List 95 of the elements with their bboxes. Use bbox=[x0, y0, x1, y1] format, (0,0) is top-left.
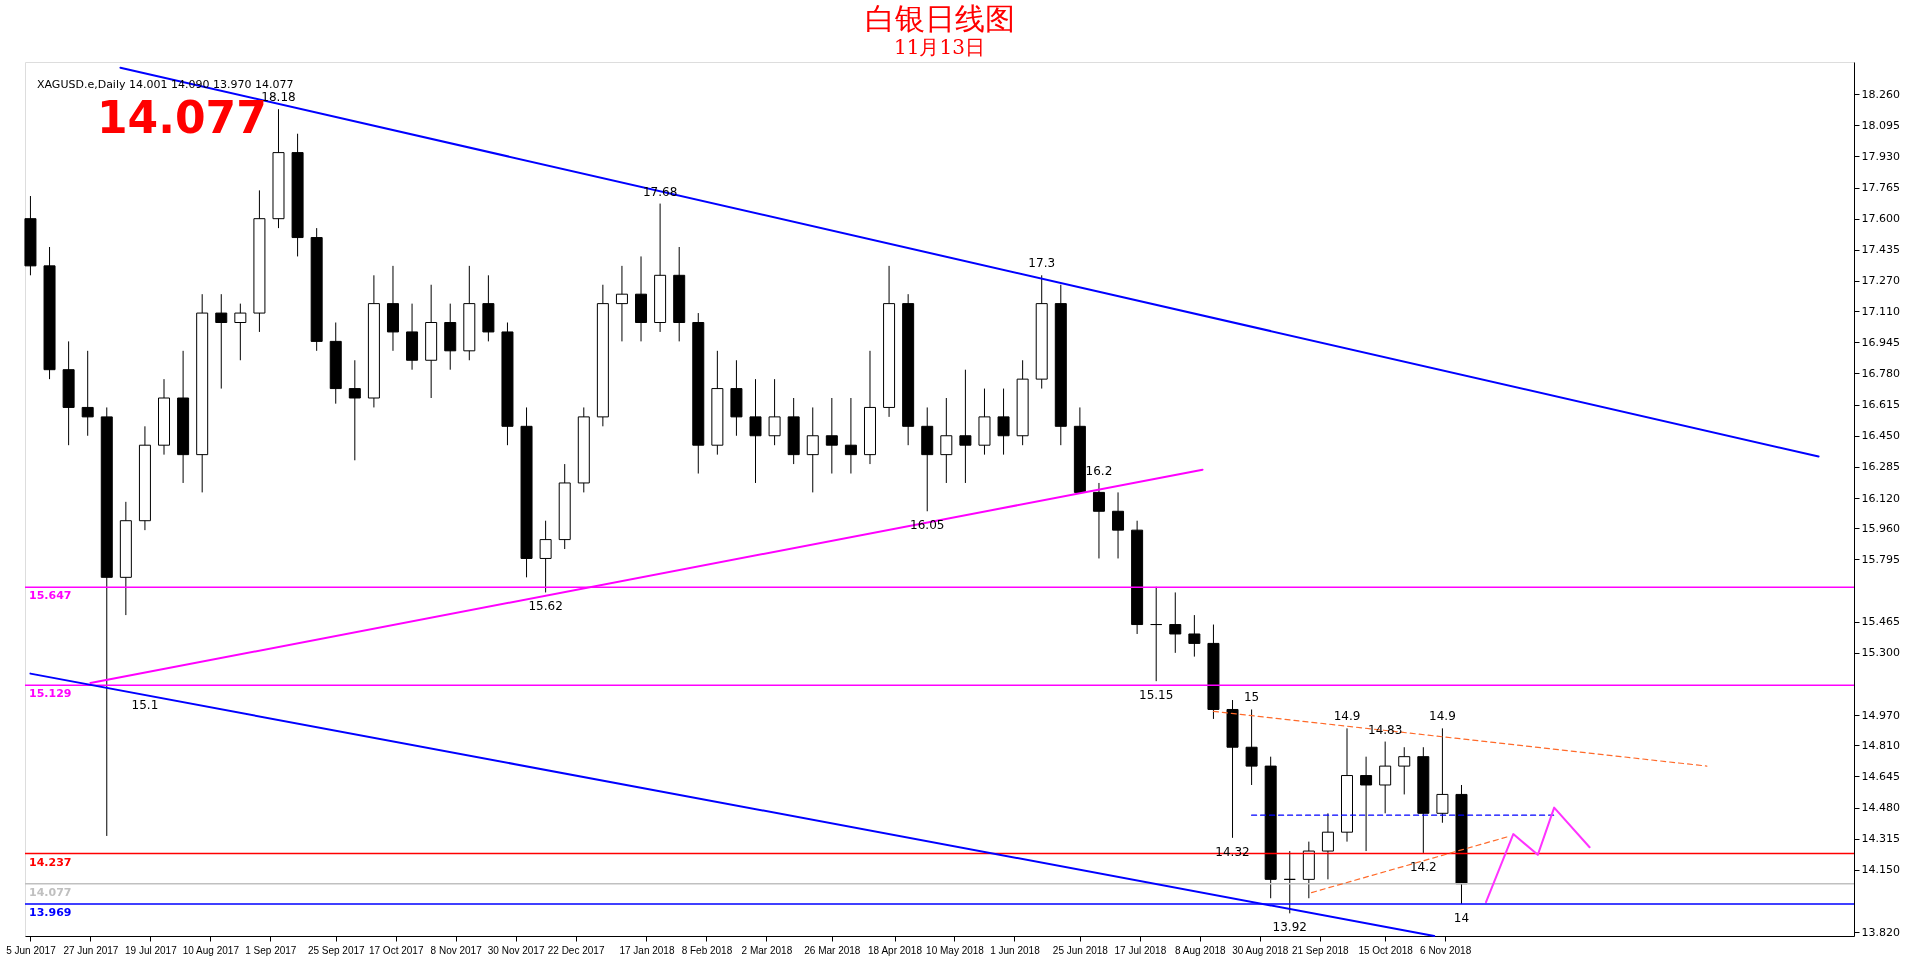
candlestick bbox=[959, 369, 972, 484]
y-tick-label: 17.110 bbox=[1861, 304, 1900, 318]
x-tick-label: 26 Mar 2018 bbox=[804, 944, 861, 956]
y-tick-label: 13.820 bbox=[1861, 925, 1900, 939]
candlestick bbox=[348, 359, 361, 461]
candlestick bbox=[749, 378, 762, 484]
candlestick bbox=[1245, 708, 1258, 786]
candlestick bbox=[1112, 491, 1125, 559]
chart-subtitle: 11月13日 bbox=[894, 35, 985, 59]
annotation: 13.92 bbox=[1272, 920, 1307, 935]
ref-line-label: 14.077 bbox=[29, 885, 72, 899]
candlestick bbox=[806, 406, 819, 493]
y-tick-label: 14.810 bbox=[1861, 738, 1900, 752]
ref-line-label: 13.969 bbox=[29, 906, 72, 920]
x-tick-label: 22 Dec 2017 bbox=[547, 944, 605, 956]
ref-line-label: 15.647 bbox=[29, 589, 72, 603]
annotation: 14.9 bbox=[1429, 709, 1456, 724]
y-tick-label: 17.270 bbox=[1861, 274, 1900, 288]
candlestick bbox=[539, 520, 552, 593]
x-tick-label: 8 Nov 2017 bbox=[430, 944, 483, 956]
candlestick bbox=[215, 293, 228, 390]
annotation: 15.62 bbox=[528, 599, 563, 614]
x-tick-label: 27 Jun 2017 bbox=[63, 944, 119, 956]
x-tick-label: 17 Jan 2018 bbox=[619, 944, 675, 956]
candlestick bbox=[825, 397, 838, 475]
ref-line-label: 15.129 bbox=[29, 687, 72, 701]
candlestick bbox=[997, 388, 1010, 456]
y-tick-label: 14.645 bbox=[1861, 769, 1900, 783]
x-tick-label: 17 Jul 2018 bbox=[1114, 944, 1167, 956]
y-tick-label: 15.465 bbox=[1861, 615, 1900, 629]
y-tick-label: 17.765 bbox=[1861, 181, 1900, 195]
y-tick-label: 17.600 bbox=[1861, 212, 1900, 226]
annotation: 17.3 bbox=[1028, 256, 1056, 271]
y-tick-label: 16.945 bbox=[1861, 335, 1900, 349]
x-tick-label: 2 Mar 2018 bbox=[741, 944, 793, 956]
annotation: 16.2 bbox=[1085, 463, 1113, 478]
candlestick bbox=[81, 350, 94, 437]
y-tick-label: 17.435 bbox=[1861, 243, 1900, 257]
candlestick bbox=[1379, 741, 1392, 814]
line-series bbox=[1485, 806, 1591, 904]
annotation: 15 bbox=[1243, 690, 1260, 705]
x-tick-label: 5 Jun 2017 bbox=[6, 944, 57, 956]
candlestick bbox=[1321, 812, 1334, 880]
x-tick-label: 10 Aug 2017 bbox=[182, 944, 240, 956]
candlestick bbox=[1150, 586, 1163, 682]
x-tick-label: 10 May 2018 bbox=[926, 944, 985, 956]
x-tick-label: 30 Aug 2018 bbox=[1232, 944, 1289, 956]
x-tick-label: 30 Nov 2017 bbox=[487, 944, 545, 956]
x-tick-label: 1 Jun 2018 bbox=[990, 944, 1041, 956]
candlestick bbox=[615, 265, 628, 342]
y-tick-label: 14.480 bbox=[1861, 801, 1900, 815]
candlestick bbox=[940, 397, 953, 484]
ref-line-label: 14.237 bbox=[29, 855, 72, 869]
annotation: 14.2 bbox=[1409, 859, 1437, 874]
y-tick-label: 17.930 bbox=[1861, 149, 1900, 163]
x-tick-label: 6 Nov 2018 bbox=[1420, 944, 1472, 956]
candlestick bbox=[768, 378, 781, 446]
x-tick-label: 19 Jul 2017 bbox=[125, 944, 178, 956]
candlestick bbox=[1398, 746, 1411, 795]
y-tick-label: 14.315 bbox=[1861, 832, 1900, 846]
y-tick-label: 15.795 bbox=[1861, 552, 1900, 566]
y-tick-label: 16.285 bbox=[1861, 460, 1900, 474]
y-tick-label: 16.780 bbox=[1861, 366, 1900, 380]
x-tick-label: 17 Oct 2017 bbox=[368, 944, 424, 956]
x-tick-label: 8 Feb 2018 bbox=[681, 944, 733, 956]
y-tick-label: 14.970 bbox=[1861, 708, 1900, 722]
x-tick-label: 25 Jun 2018 bbox=[1052, 944, 1109, 956]
y-tick-label: 16.615 bbox=[1861, 398, 1900, 412]
candlestick bbox=[234, 303, 247, 361]
annotation: 14 bbox=[1453, 910, 1470, 925]
y-tick-label: 18.260 bbox=[1861, 87, 1900, 101]
y-tick-label: 16.450 bbox=[1861, 429, 1900, 443]
candlestick bbox=[1188, 614, 1201, 658]
x-tick-label: 15 Oct 2018 bbox=[1358, 944, 1414, 956]
x-tick-label: 25 Sep 2017 bbox=[307, 944, 366, 956]
annotation: 14.9 bbox=[1333, 709, 1361, 724]
y-tick-label: 18.095 bbox=[1861, 118, 1900, 132]
y-tick-label: 16.120 bbox=[1861, 491, 1900, 505]
annotation: 15.15 bbox=[1139, 688, 1174, 703]
x-tick-label: 1 Sep 2017 bbox=[245, 944, 297, 956]
chart-title: 白银日线图 bbox=[864, 1, 1015, 36]
annotation: 15.1 bbox=[131, 697, 159, 712]
candlestick bbox=[1283, 850, 1296, 914]
y-tick-label: 14.150 bbox=[1861, 863, 1900, 877]
y-tick-label: 15.300 bbox=[1861, 646, 1900, 660]
annotation: 14.83 bbox=[1367, 722, 1403, 737]
x-tick-label: 18 Apr 2018 bbox=[868, 944, 923, 956]
candlestick bbox=[1169, 591, 1182, 654]
candlestick bbox=[844, 397, 857, 475]
x-tick-label: 8 Aug 2018 bbox=[1175, 944, 1227, 956]
candlestick bbox=[1092, 482, 1105, 559]
candlestick bbox=[1436, 727, 1449, 824]
x-tick-label: 21 Sep 2018 bbox=[1291, 944, 1350, 956]
candlestick bbox=[1360, 756, 1373, 852]
y-tick-label: 15.960 bbox=[1861, 521, 1900, 535]
